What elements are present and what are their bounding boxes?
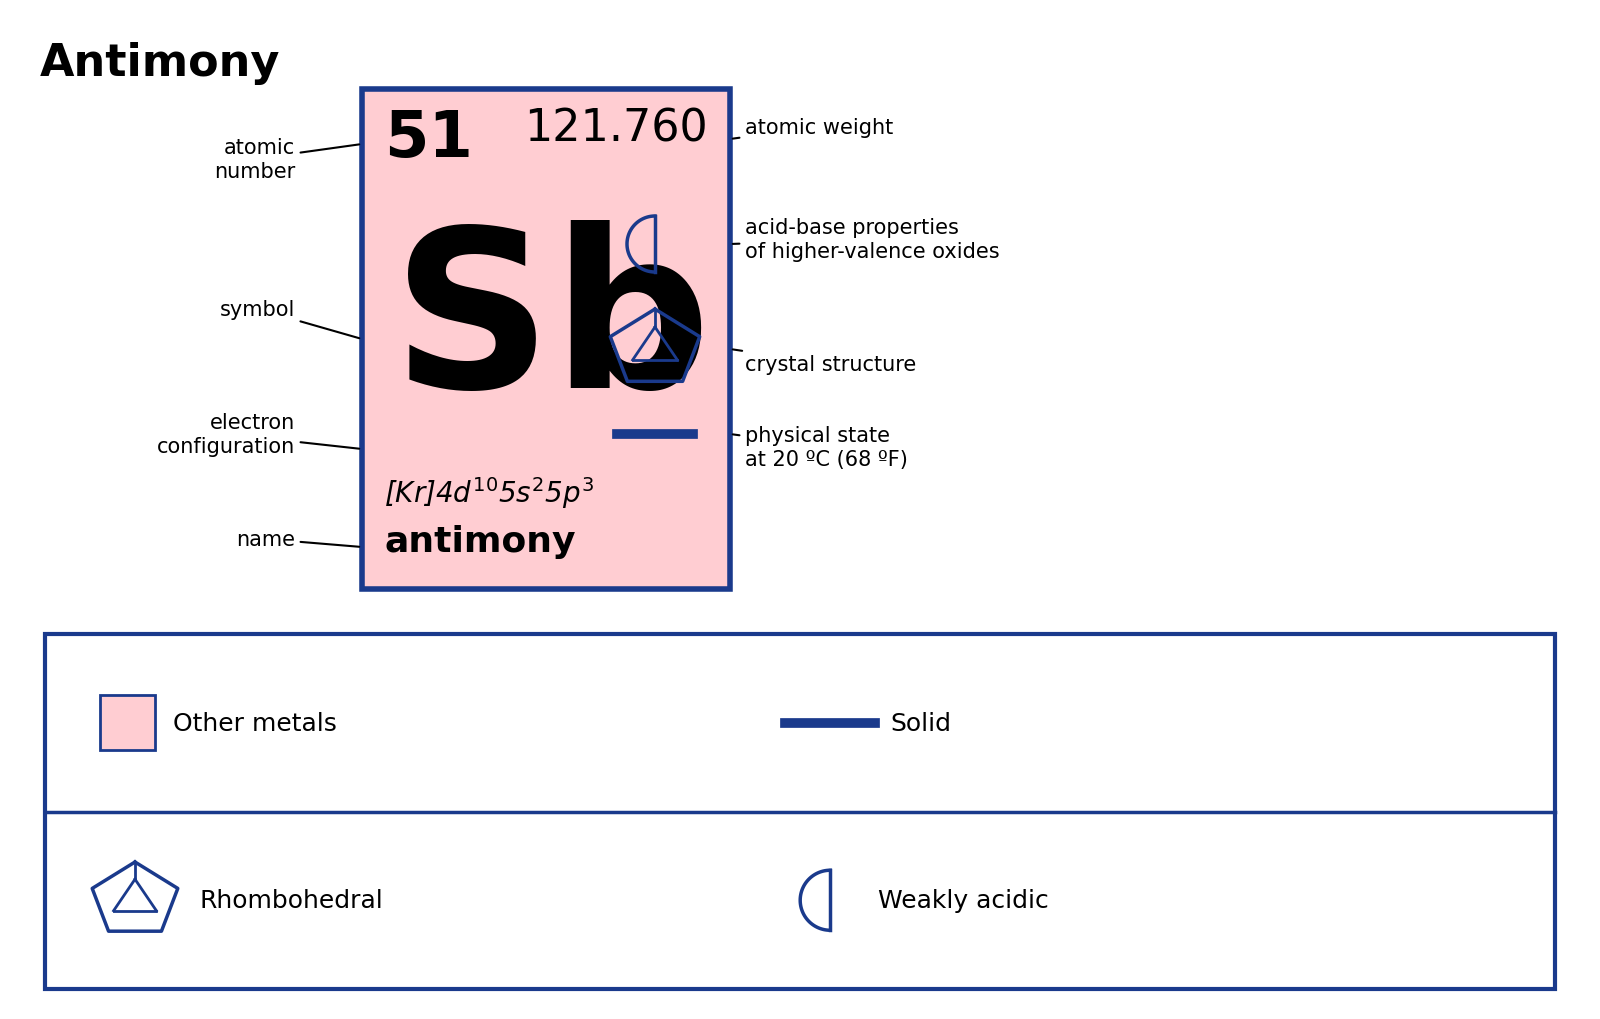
Text: antimony: antimony (384, 525, 576, 558)
Text: atomic weight: atomic weight (733, 118, 893, 140)
Text: Rhombohedral: Rhombohedral (200, 889, 384, 912)
Text: 51: 51 (384, 108, 474, 170)
Text: Sb: Sb (392, 220, 710, 433)
Text: acid-base properties
of higher-valence oxides: acid-base properties of higher-valence o… (733, 218, 1000, 261)
Bar (99, 696, 155, 751)
Text: electron
configuration: electron configuration (157, 413, 360, 457)
Bar (362, 90, 730, 589)
Bar (45, 635, 1555, 989)
Text: crystal structure: crystal structure (733, 351, 917, 375)
Text: Other metals: Other metals (173, 711, 338, 735)
Text: 121.760: 121.760 (525, 108, 707, 151)
Text: Antimony: Antimony (40, 42, 280, 85)
Text: name: name (237, 530, 360, 549)
Text: Solid: Solid (890, 711, 950, 735)
Text: physical state
at 20 ºC (68 ºF): physical state at 20 ºC (68 ºF) (733, 426, 907, 469)
Text: Weakly acidic: Weakly acidic (878, 889, 1050, 912)
Text: atomic
number: atomic number (214, 139, 360, 181)
Text: symbol: symbol (219, 300, 360, 339)
Text: [Kr]4$d^{10}$5$s^{2}$5$p^{3}$: [Kr]4$d^{10}$5$s^{2}$5$p^{3}$ (384, 475, 594, 511)
